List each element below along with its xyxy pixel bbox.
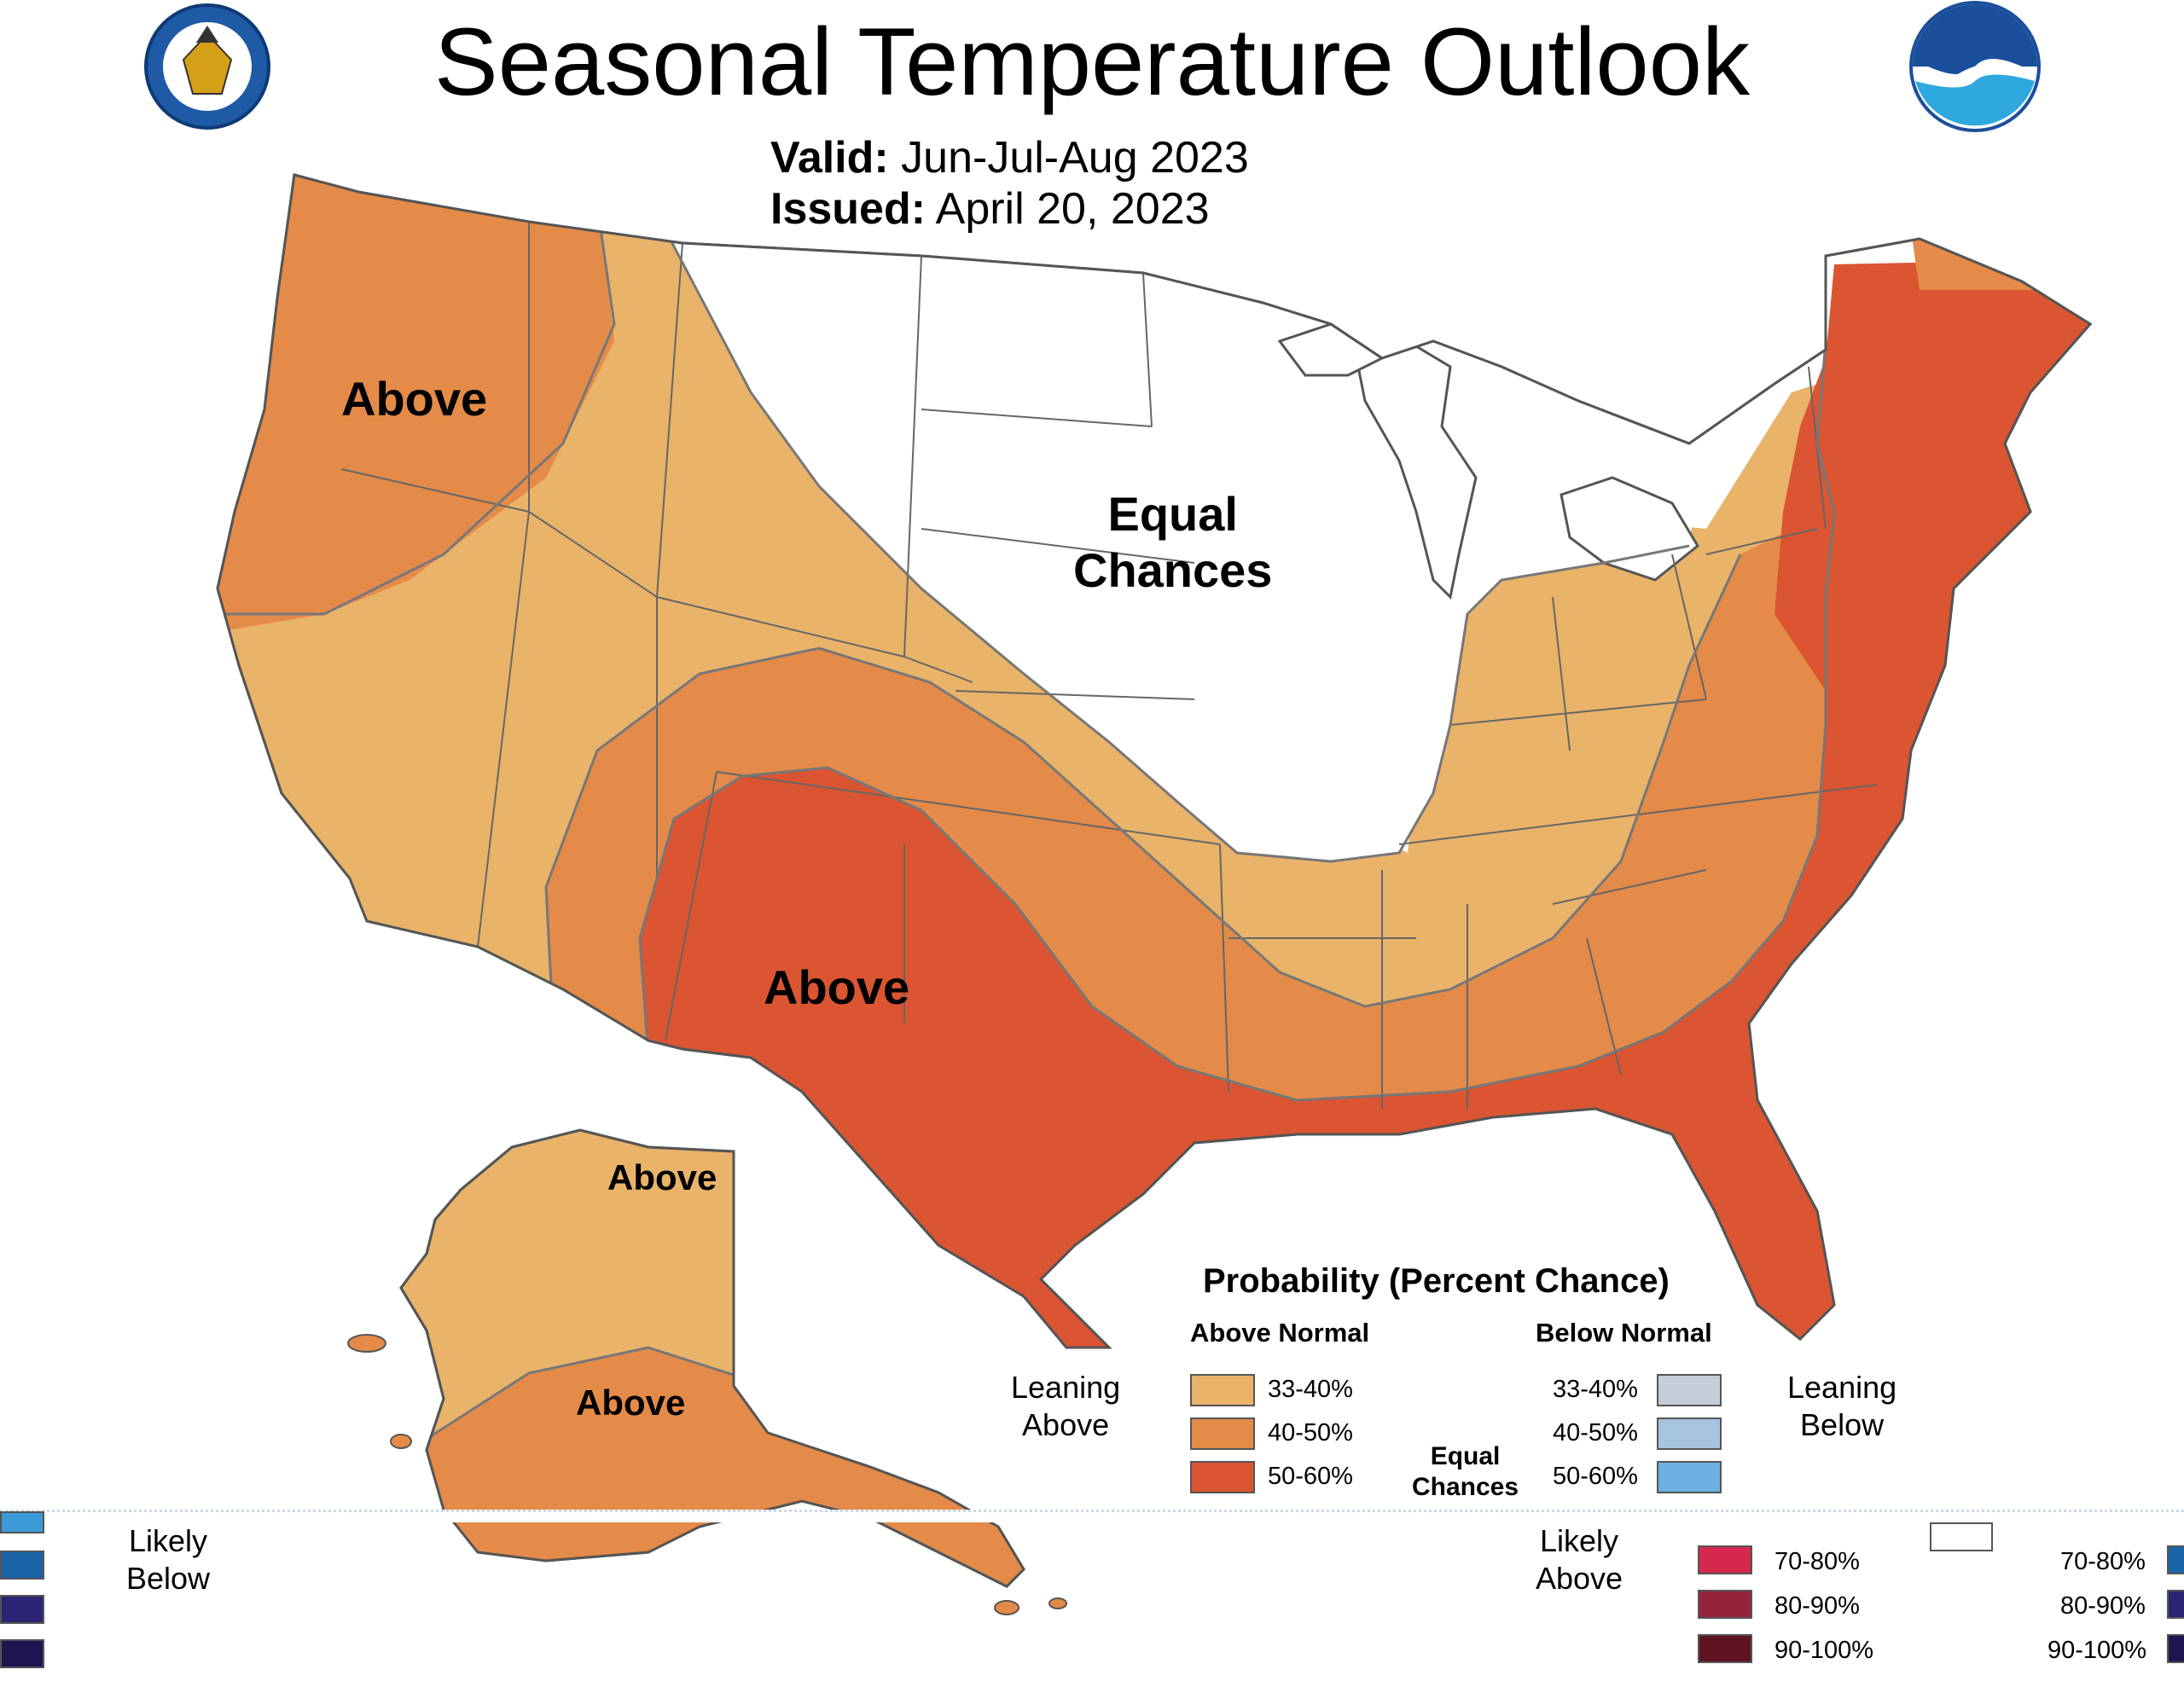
likely-above-line2: Above: [1536, 1561, 1623, 1596]
legend-leaning-above: Leaning Above: [1011, 1369, 1120, 1444]
region-label-central: Equal Chances: [1073, 486, 1272, 599]
legend-swatch-equal-chances: [1930, 1522, 1993, 1551]
legend-likely-below: Likely Below: [126, 1522, 210, 1597]
legend-swatch-below-80-90-left: [0, 1595, 44, 1624]
leaning-below-line1: Leaning: [1787, 1370, 1897, 1405]
region-label-alaska-south: Above: [576, 1383, 686, 1423]
legend-swatch-below-70-80-left: [0, 1551, 44, 1580]
legend-swatch-below-33-40: [1657, 1374, 1722, 1406]
legend-above-33-40: 33-40%: [1268, 1376, 1353, 1403]
legend-below-40-50: 40-50%: [1553, 1419, 1638, 1446]
region-label-central-line2: Chances: [1073, 543, 1273, 597]
region-label-central-line1: Equal: [1107, 487, 1238, 541]
legend-below-80-90: 80-90%: [2060, 1592, 2146, 1620]
legend-equal-chances: Equal Chances: [1412, 1441, 1519, 1503]
legend-above-90-100: 90-100%: [1774, 1637, 1874, 1664]
legend-likely-above: Likely Above: [1536, 1522, 1623, 1597]
legend-above-40-50: 40-50%: [1268, 1419, 1353, 1446]
noaa-logo-icon: [1909, 1, 2041, 132]
region-label-southwest: Above: [764, 960, 910, 1014]
leaning-below-line2: Below: [1800, 1407, 1885, 1442]
region-label-northwest: Above: [341, 372, 488, 426]
likely-below-line2: Below: [126, 1561, 211, 1596]
legend-swatch-below-40-50: [1657, 1417, 1722, 1450]
legend-swatch-below-70-80: [2167, 1545, 2184, 1574]
valid-period: Valid: Jun-Jul-Aug 2023: [770, 132, 1249, 183]
legend-above-70-80: 70-80%: [1774, 1548, 1860, 1575]
likely-above-line1: Likely: [1540, 1523, 1619, 1558]
legend-swatch-above-80-90: [1698, 1590, 1752, 1619]
legend-swatch-above-40-50: [1190, 1417, 1255, 1450]
legend-swatch-below-90-100: [2167, 1634, 2184, 1663]
legend-swatch-below-80-90: [2167, 1590, 2184, 1619]
legend-below-50-60: 50-60%: [1553, 1463, 1638, 1490]
leaning-above-line1: Leaning: [1011, 1370, 1121, 1405]
leaning-above-line2: Above: [1022, 1407, 1110, 1442]
valid-label: Valid:: [770, 133, 889, 183]
page-title: Seasonal Temperature Outlook: [434, 9, 1750, 115]
equal-chances-line1: Equal: [1430, 1442, 1501, 1470]
legend-swatch-above-50-60: [1190, 1461, 1255, 1493]
commerce-seal-icon: [144, 3, 270, 130]
equal-chances-line2: Chances: [1412, 1473, 1519, 1501]
issued-label: Issued:: [770, 184, 926, 234]
render-artifact-band: [0, 1510, 2184, 1522]
legend-swatch-below-50-60: [1657, 1461, 1722, 1493]
legend-swatch-above-90-100: [1698, 1634, 1752, 1663]
legend-swatch-above-70-80: [1698, 1545, 1752, 1574]
legend-below-70-80: 70-80%: [2060, 1548, 2146, 1575]
legend-below-33-40: 33-40%: [1553, 1376, 1638, 1403]
legend-swatch-below-90-100-left: [0, 1639, 44, 1668]
valid-value: Jun-Jul-Aug 2023: [901, 133, 1249, 183]
legend-swatch-above-33-40: [1190, 1374, 1255, 1406]
region-label-alaska-north: Above: [607, 1157, 717, 1197]
likely-below-line1: Likely: [129, 1523, 208, 1558]
issued-date: Issued: April 20, 2023: [770, 183, 1210, 235]
issued-value: April 20, 2023: [935, 184, 1210, 234]
legend-swatch-below-60-70-fragment: [0, 1511, 44, 1533]
legend-below-90-100: 90-100%: [2048, 1637, 2147, 1664]
legend-leaning-below: Leaning Below: [1787, 1369, 1896, 1444]
legend-above-80-90: 80-90%: [1774, 1592, 1860, 1620]
legend-title: Probability (Percent Chance): [1203, 1262, 1670, 1300]
legend-above-50-60: 50-60%: [1268, 1463, 1353, 1490]
legend-below-header: Below Normal: [1536, 1318, 1712, 1348]
legend-above-header: Above Normal: [1190, 1318, 1370, 1348]
